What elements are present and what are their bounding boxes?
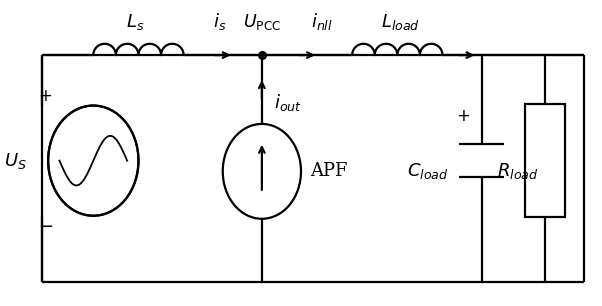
Text: $+$: $+$ [456, 107, 471, 125]
Text: $i_{out}$: $i_{out}$ [274, 92, 302, 113]
Text: $-$: $-$ [37, 216, 53, 234]
Text: $R_{load}$: $R_{load}$ [497, 161, 538, 181]
Text: $L_s$: $L_s$ [126, 12, 144, 32]
Text: $i_s$: $i_s$ [213, 11, 226, 32]
Text: $i_{nll}$: $i_{nll}$ [311, 11, 333, 32]
Text: $C_{load}$: $C_{load}$ [407, 161, 448, 181]
Text: $L_{load}$: $L_{load}$ [381, 12, 420, 32]
Text: $U_S$: $U_S$ [4, 151, 27, 171]
Bar [525, 104, 565, 217]
Text: $+$: $+$ [38, 88, 52, 105]
Text: APF: APF [310, 162, 347, 180]
Ellipse shape [48, 106, 138, 216]
Text: $U_{\rm PCC}$: $U_{\rm PCC}$ [243, 12, 281, 32]
Ellipse shape [223, 124, 301, 219]
